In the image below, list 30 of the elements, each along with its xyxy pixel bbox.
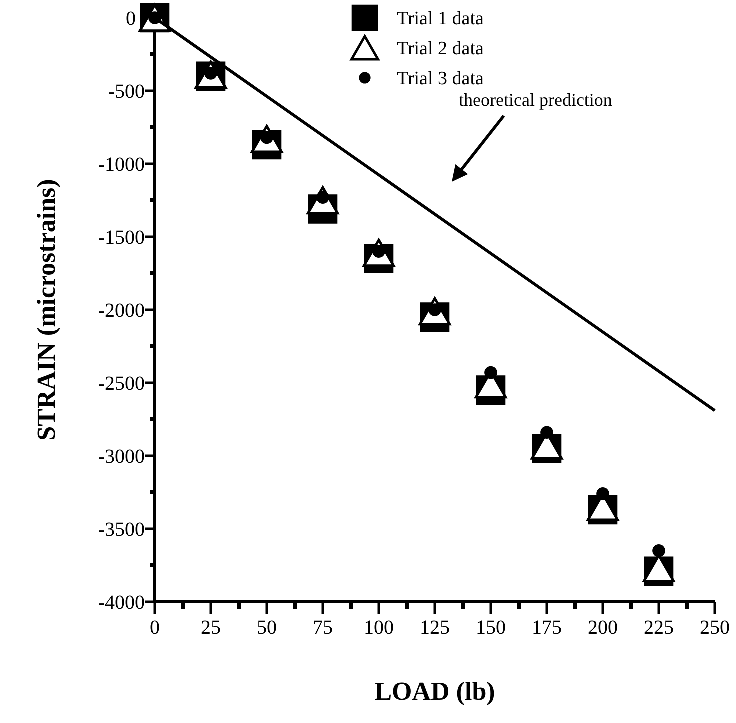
y-tick-label: -1000	[98, 154, 145, 176]
x-tick-label: 0	[150, 617, 160, 639]
y-tick-label: -2000	[98, 300, 145, 322]
x-tick-label: 50	[257, 617, 277, 639]
y-tick-label: -3000	[98, 446, 145, 468]
point	[652, 544, 666, 558]
y-axis-title: STRAIN (microstrains)	[32, 179, 61, 441]
x-tick-label: 225	[644, 617, 674, 639]
x-tick-label: 100	[364, 617, 394, 639]
y-tick-label: -2500	[98, 373, 145, 395]
y-tick-label: -1500	[98, 227, 145, 249]
legend-label: Trial 1 data	[397, 8, 484, 30]
legend-label: Trial 3 data	[397, 68, 484, 90]
x-axis-title: LOAD (lb)	[374, 677, 496, 706]
x-tick-label: 75	[313, 617, 333, 639]
x-tick-label: 200	[588, 617, 618, 639]
x-tick-label: 175	[532, 617, 562, 639]
point	[596, 488, 610, 500]
x-tick-label: 125	[420, 617, 450, 639]
x-tick-label: 150	[476, 617, 506, 639]
y-tick-label: 0	[126, 8, 136, 30]
point	[484, 366, 498, 380]
y-tick-label: -4000	[98, 592, 145, 614]
x-tick-label: 250	[700, 617, 730, 639]
x-tick-label: 25	[201, 617, 221, 639]
y-tick-label: -500	[108, 81, 145, 103]
legend-label: Trial 2 data	[397, 38, 484, 60]
point	[540, 426, 554, 440]
y-tick-label: -3500	[98, 519, 145, 541]
annotation: theoretical prediction	[459, 90, 612, 110]
